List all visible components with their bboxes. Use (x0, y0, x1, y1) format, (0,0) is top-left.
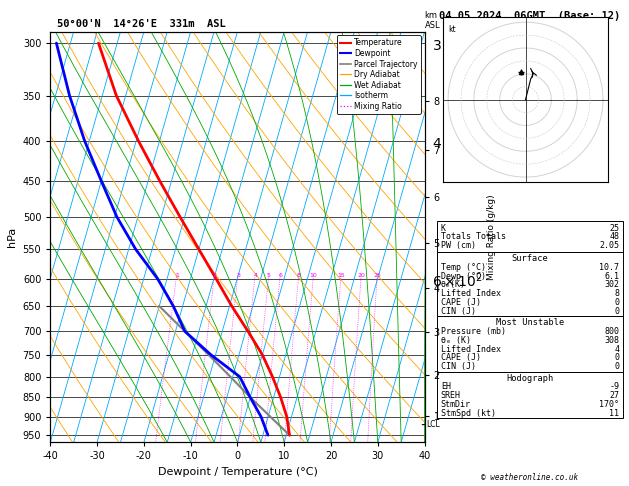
Text: CAPE (J): CAPE (J) (441, 298, 481, 307)
Text: 0: 0 (614, 353, 619, 363)
Text: 15: 15 (337, 273, 345, 278)
Text: © weatheronline.co.uk: © weatheronline.co.uk (481, 473, 579, 482)
Text: Temp (°C): Temp (°C) (441, 263, 486, 272)
Text: 8: 8 (614, 289, 619, 298)
Text: CAPE (J): CAPE (J) (441, 353, 481, 363)
Text: 308: 308 (604, 336, 619, 345)
Text: 302: 302 (604, 280, 619, 290)
Text: 25: 25 (609, 224, 619, 233)
Text: 6: 6 (279, 273, 282, 278)
Text: 5: 5 (267, 273, 271, 278)
Text: 170°: 170° (599, 400, 619, 409)
Text: 25: 25 (374, 273, 381, 278)
Text: kt: kt (448, 25, 455, 34)
Text: 0: 0 (614, 362, 619, 371)
Y-axis label: hPa: hPa (7, 227, 17, 247)
Text: 10.7: 10.7 (599, 263, 619, 272)
Text: LCL: LCL (426, 420, 440, 429)
Text: 4: 4 (253, 273, 257, 278)
Text: Most Unstable: Most Unstable (496, 318, 564, 328)
Text: 10: 10 (309, 273, 318, 278)
Text: 04.05.2024  06GMT  (Base: 12): 04.05.2024 06GMT (Base: 12) (439, 11, 621, 21)
Text: 0: 0 (614, 298, 619, 307)
Text: Dewp (°C): Dewp (°C) (441, 272, 486, 281)
Text: Hodograph: Hodograph (506, 374, 554, 383)
Text: 6.1: 6.1 (604, 272, 619, 281)
Text: 50°00'N  14°26'E  331m  ASL: 50°00'N 14°26'E 331m ASL (57, 19, 225, 29)
X-axis label: Dewpoint / Temperature (°C): Dewpoint / Temperature (°C) (157, 467, 318, 477)
Text: StmDir: StmDir (441, 400, 470, 409)
Text: PW (cm): PW (cm) (441, 241, 476, 250)
Text: CIN (J): CIN (J) (441, 307, 476, 316)
Bar (437, 316, 623, 372)
Text: 4: 4 (614, 345, 619, 354)
Text: 2: 2 (213, 273, 216, 278)
Text: -9: -9 (609, 382, 619, 392)
Text: km
ASL: km ASL (425, 11, 440, 30)
Text: K: K (441, 224, 446, 233)
Text: StmSpd (kt): StmSpd (kt) (441, 409, 496, 418)
Bar (437, 221, 623, 252)
Text: 11: 11 (609, 409, 619, 418)
Text: 48: 48 (609, 232, 619, 242)
Text: Pressure (mb): Pressure (mb) (441, 327, 506, 336)
Text: Lifted Index: Lifted Index (441, 345, 501, 354)
Text: SREH: SREH (441, 391, 461, 400)
Text: Totals Totals: Totals Totals (441, 232, 506, 242)
Legend: Temperature, Dewpoint, Parcel Trajectory, Dry Adiabat, Wet Adiabat, Isotherm, Mi: Temperature, Dewpoint, Parcel Trajectory… (337, 35, 421, 114)
Text: 8: 8 (297, 273, 301, 278)
Text: CIN (J): CIN (J) (441, 362, 476, 371)
Text: 27: 27 (609, 391, 619, 400)
Text: θₑ (K): θₑ (K) (441, 336, 470, 345)
Bar (437, 372, 623, 418)
Text: EH: EH (441, 382, 451, 392)
Text: 2.05: 2.05 (599, 241, 619, 250)
Text: 1: 1 (175, 273, 179, 278)
Text: 20: 20 (357, 273, 365, 278)
Text: Lifted Index: Lifted Index (441, 289, 501, 298)
Bar (437, 252, 623, 316)
Text: 800: 800 (604, 327, 619, 336)
Text: θₑ(K): θₑ(K) (441, 280, 465, 290)
Y-axis label: Mixing Ratio (g/kg): Mixing Ratio (g/kg) (487, 194, 496, 280)
Text: Surface: Surface (511, 254, 548, 263)
Text: 0: 0 (614, 307, 619, 316)
Text: 3: 3 (236, 273, 240, 278)
